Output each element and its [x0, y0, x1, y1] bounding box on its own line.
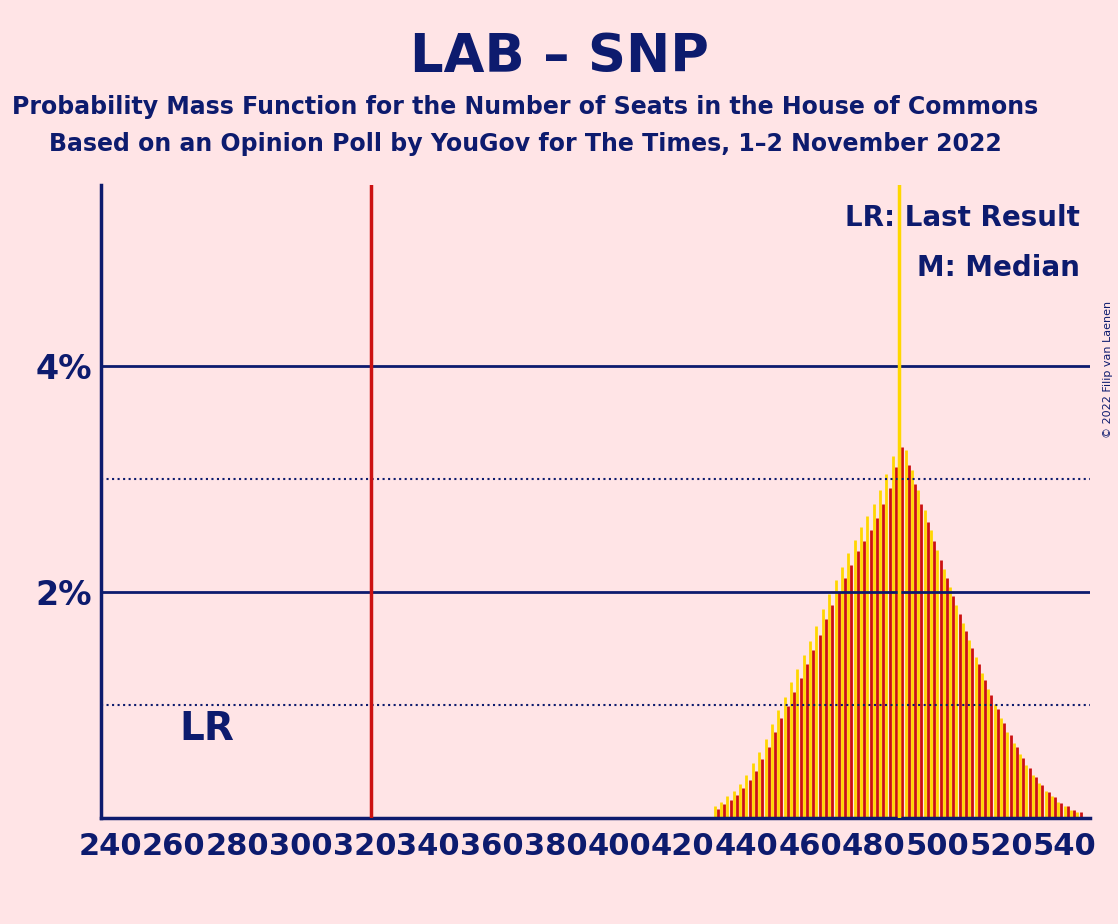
Text: M: Median: M: Median	[917, 254, 1080, 283]
Text: Probability Mass Function for the Number of Seats in the House of Commons: Probability Mass Function for the Number…	[12, 95, 1039, 119]
Text: LR: LR	[180, 711, 235, 748]
Text: © 2022 Filip van Laenen: © 2022 Filip van Laenen	[1103, 301, 1112, 438]
Text: LAB – SNP: LAB – SNP	[409, 31, 709, 83]
Text: LR: Last Result: LR: Last Result	[845, 204, 1080, 232]
Text: Based on an Opinion Poll by YouGov for The Times, 1–2 November 2022: Based on an Opinion Poll by YouGov for T…	[49, 132, 1002, 156]
